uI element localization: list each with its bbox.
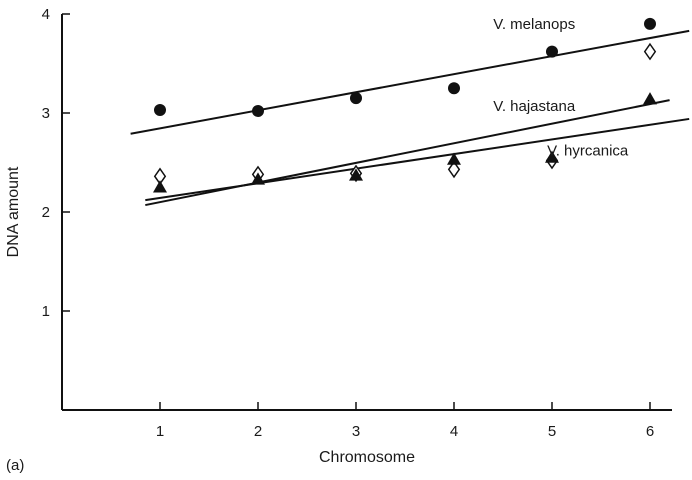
panel-label: (a): [6, 457, 24, 474]
series-labels: V. melanops V. hajastana V. hyrcanica: [493, 16, 629, 160]
point-series2-x1: [153, 180, 167, 193]
y-tick-label: 4: [42, 6, 50, 23]
point-series2-x2: [251, 172, 265, 185]
point-series1-x6: [643, 42, 657, 61]
x-tick-label: 3: [352, 423, 360, 440]
x-tick-label: 5: [548, 423, 556, 440]
x-tick-label: 6: [646, 423, 654, 440]
x-axis-title: Chromosome: [319, 449, 415, 466]
point-series2-x3: [349, 168, 363, 181]
fit-lines: [130, 29, 690, 207]
point-series0-x3: [350, 92, 362, 105]
point-series1-x4: [447, 160, 461, 179]
axes: [61, 14, 672, 411]
fit-line-2: [145, 117, 690, 202]
data-points: [153, 17, 657, 193]
x-tick-label: 1: [156, 423, 164, 440]
point-series0-x1: [154, 104, 166, 117]
y-tick-label: 2: [42, 204, 50, 221]
point-series0-x4: [448, 82, 460, 95]
point-series0-x2: [252, 105, 264, 118]
point-series0-x5: [546, 45, 558, 58]
y-axis-title: DNA amount: [5, 166, 22, 257]
y-tick-label: 1: [42, 303, 50, 320]
series-label-2: V. hyrcanica: [547, 143, 629, 160]
x-tick-label: 2: [254, 423, 262, 440]
y-tick-label: 3: [42, 105, 50, 122]
ticks: 1 2 3 4 5 6 1 2 3 4: [42, 6, 655, 440]
series-label-1: V. hajastana: [493, 98, 576, 115]
point-series2-x4: [447, 152, 461, 165]
fit-line-0: [130, 29, 690, 135]
x-tick-label: 4: [450, 423, 458, 440]
point-series0-x6: [644, 17, 656, 30]
point-series2-x6: [643, 92, 657, 105]
point-series2-x5: [545, 150, 559, 163]
series-label-0: V. melanops: [493, 16, 575, 33]
